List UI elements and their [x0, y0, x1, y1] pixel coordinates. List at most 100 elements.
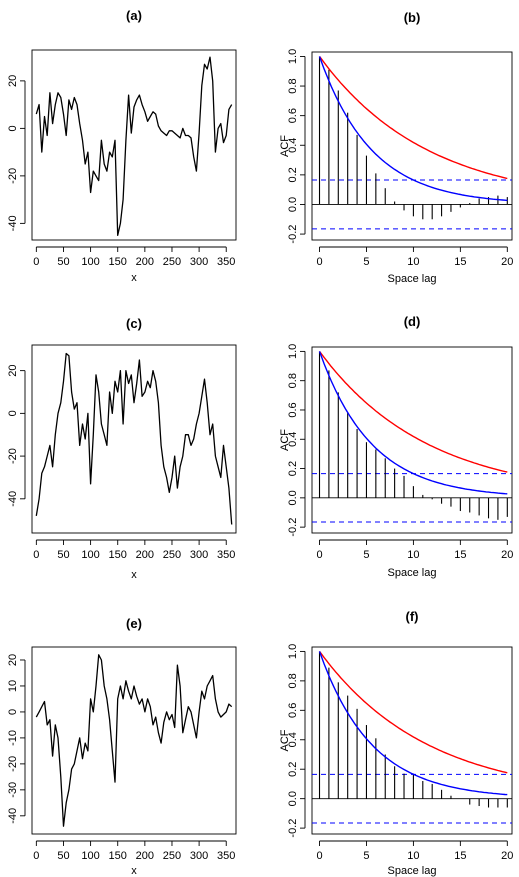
- x-tick-label: 200: [136, 256, 154, 268]
- y-tick-label: 0.0: [287, 490, 299, 505]
- x-tick-label: 5: [363, 256, 369, 268]
- x-tick-label: 10: [407, 256, 419, 268]
- x-tick-label: 100: [81, 850, 99, 862]
- panel-b: (b) 0 5 10 15 20 Space lag -0.2 0.0 0.2 0.4 0.6 0.8 1…: [279, 10, 513, 285]
- y-tick-label: 0.0: [287, 197, 299, 212]
- panel-title: (a): [126, 8, 142, 23]
- plot-frame: [31, 344, 237, 534]
- x-axis-label: x: [131, 569, 137, 581]
- x-axis-label: Space lag: [388, 865, 437, 877]
- y-tick-label: 0.4: [287, 138, 299, 153]
- x-tick-label: 0: [316, 256, 322, 268]
- y-axis-label: ACF: [279, 729, 291, 751]
- y-tick-label: 10: [7, 680, 19, 692]
- y-tick-label: 1.0: [287, 49, 299, 64]
- x-tick-label: 50: [57, 850, 69, 862]
- x-tick-label: 20: [501, 850, 513, 862]
- x-tick-label: 250: [163, 256, 181, 268]
- x-tick-label: 300: [190, 850, 208, 862]
- y-tick-label: 1.0: [287, 344, 299, 359]
- x-tick-label: 10: [407, 549, 419, 561]
- x-tick-label: 150: [109, 256, 127, 268]
- x-tick-label: 300: [190, 256, 208, 268]
- red-decay-curve: [318, 55, 508, 180]
- y-axis-label: ACF: [279, 429, 291, 451]
- x-tick-label: 100: [81, 256, 99, 268]
- x-tick-label: 150: [109, 549, 127, 561]
- y-tick-label: -0.2: [287, 518, 299, 537]
- panel-f: (f) 0 5 10 15 20 Space lag -0.2 0.0 0.2 0.4 0.6 0.8 1…: [279, 609, 513, 877]
- y-tick-label: 0.4: [287, 732, 299, 747]
- y-tick-label: 0.2: [287, 762, 299, 777]
- y-tick-label: -20: [7, 168, 19, 184]
- y-tick-label: -0.2: [287, 225, 299, 244]
- panel-title: (b): [404, 10, 421, 25]
- y-tick-label: 1.0: [287, 644, 299, 659]
- x-tick-label: 10: [407, 850, 419, 862]
- x-tick-label: 0: [33, 850, 39, 862]
- blue-decay-curve: [318, 56, 508, 202]
- x-axis-label: Space lag: [388, 567, 437, 579]
- y-tick-label: 0.8: [287, 78, 299, 93]
- x-tick-label: 250: [163, 549, 181, 561]
- x-axis-label: x: [131, 865, 137, 877]
- x-tick-label: 20: [501, 256, 513, 268]
- y-tick-label: 20: [7, 75, 19, 87]
- x-tick-label: 350: [217, 549, 235, 561]
- y-tick-label: 20: [7, 365, 19, 377]
- panel-c: (c) 0 50 100 150 200 250 300 350 x -40 -20 0 20: [7, 316, 237, 581]
- y-tick-label: -40: [7, 491, 19, 507]
- y-tick-label: 0: [7, 410, 19, 416]
- x-tick-label: 0: [316, 850, 322, 862]
- x-tick-label: 250: [163, 850, 181, 862]
- y-tick-label: 0.8: [287, 673, 299, 688]
- panel-title: (c): [126, 316, 142, 331]
- x-tick-label: 300: [190, 549, 208, 561]
- y-tick-label: -40: [7, 808, 19, 824]
- x-tick-label: 5: [363, 850, 369, 862]
- x-tick-label: 0: [33, 256, 39, 268]
- panel-title: (d): [404, 314, 421, 329]
- plot-frame: [311, 51, 513, 241]
- plot-frame: [311, 346, 513, 534]
- panel-a: (a) 0 50 100 150 200 250 300 350 x -40 -20 0 20: [7, 8, 237, 284]
- panel-title: (e): [126, 616, 142, 631]
- red-decay-curve: [318, 350, 508, 473]
- y-tick-label: 0: [7, 709, 19, 715]
- x-tick-label: 0: [316, 549, 322, 561]
- y-tick-label: 0.2: [287, 461, 299, 476]
- series-line: [35, 352, 233, 525]
- panel-e: (e) 0 50 100 150 200 250 300 350 x -40 -30 -20 -10 0 10…: [7, 616, 237, 877]
- x-tick-label: 15: [454, 549, 466, 561]
- x-tick-label: 50: [57, 256, 69, 268]
- y-tick-label: 0.0: [287, 791, 299, 806]
- y-tick-label: -30: [7, 782, 19, 798]
- x-tick-label: 350: [217, 256, 235, 268]
- series-line: [35, 56, 233, 236]
- x-tick-label: 200: [136, 850, 154, 862]
- x-tick-label: 100: [81, 549, 99, 561]
- x-tick-label: 350: [217, 850, 235, 862]
- x-tick-label: 5: [363, 549, 369, 561]
- x-tick-label: 20: [501, 549, 513, 561]
- y-tick-label: -40: [7, 215, 19, 231]
- x-tick-label: 15: [454, 850, 466, 862]
- x-axis-label: Space lag: [388, 273, 437, 285]
- y-tick-label: -20: [7, 448, 19, 464]
- y-tick-label: -20: [7, 756, 19, 772]
- y-axis-label: ACF: [279, 135, 291, 157]
- y-tick-label: 0.6: [287, 108, 299, 123]
- series-line: [35, 654, 233, 827]
- x-tick-label: 150: [109, 850, 127, 862]
- plot-frame: [31, 646, 237, 835]
- y-tick-label: -0.2: [287, 819, 299, 838]
- y-tick-label: 20: [7, 654, 19, 666]
- x-axis-label: x: [131, 272, 137, 284]
- x-tick-label: 200: [136, 549, 154, 561]
- red-decay-curve: [318, 650, 508, 774]
- y-tick-label: -10: [7, 730, 19, 746]
- x-tick-label: 50: [57, 549, 69, 561]
- plot-frame: [31, 49, 237, 241]
- y-tick-label: 0.6: [287, 703, 299, 718]
